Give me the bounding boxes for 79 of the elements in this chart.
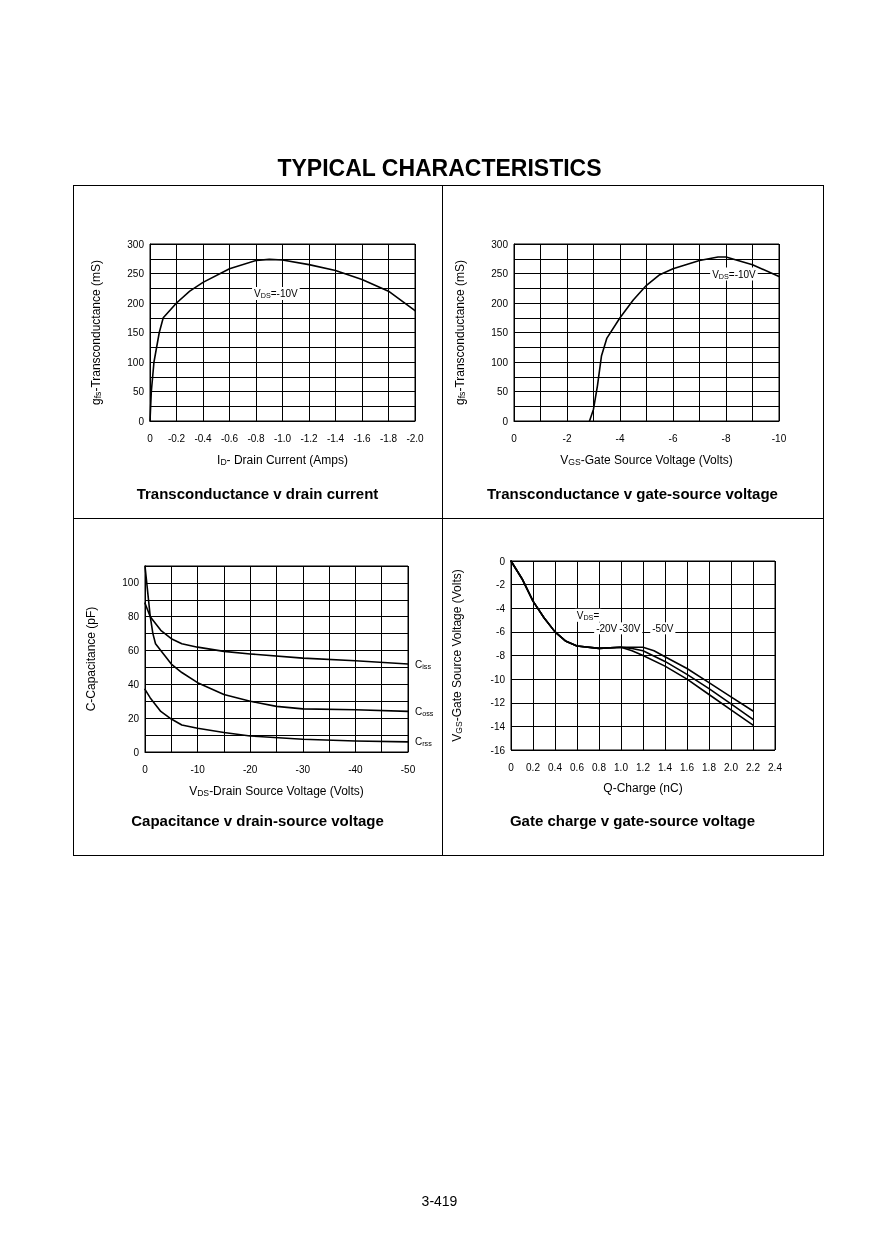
x-tick-label: 2.0 xyxy=(724,761,739,773)
x-tick-label: 0.4 xyxy=(548,761,563,773)
y-tick-label: -2 xyxy=(496,579,506,591)
text: Transconductance v drain current xyxy=(136,485,379,502)
x-tick-label: 1.8 xyxy=(702,761,717,773)
text: TYPICAL CHARACTERISTICS xyxy=(276,155,603,182)
y-tick-label: 0 xyxy=(499,555,506,567)
y-tick-label: 50 xyxy=(132,386,145,397)
y-tick-label: 200 xyxy=(127,297,145,309)
y-tick-label: 250 xyxy=(491,268,509,279)
x-tick-label: -1.6 xyxy=(353,432,372,444)
x-tick-label: 0 xyxy=(511,432,518,444)
y-tick-label: 80 xyxy=(127,611,140,623)
y-axis-title: gfs-Transconductance (mS) xyxy=(452,260,467,405)
x-tick-label: 1.0 xyxy=(614,761,629,773)
x-tick-label: -1.2 xyxy=(300,432,319,444)
x-tick-label: -30 xyxy=(295,763,311,775)
y-tick-label: 100 xyxy=(491,356,509,368)
y-tick-label: 0 xyxy=(133,746,140,758)
y-tick-label: 40 xyxy=(127,678,140,690)
x-tick-label: -0.6 xyxy=(220,432,239,444)
y-tick-label: 150 xyxy=(127,327,145,338)
annotation: -20V xyxy=(596,622,618,634)
x-tick-label: -10 xyxy=(771,432,787,444)
y-tick-label: -14 xyxy=(490,720,506,732)
x-tick-label: -1.8 xyxy=(379,432,398,444)
x-axis-title: Q-Charge (nC) xyxy=(603,781,683,795)
x-tick-label: -1.0 xyxy=(273,432,292,444)
x-axis-title: VGS-Gate Source Voltage (Volts) xyxy=(560,452,733,467)
y-tick-label: 150 xyxy=(491,327,509,338)
x-tick-label: -10 xyxy=(190,763,206,775)
x-tick-label: -40 xyxy=(348,763,364,775)
x-axis-title: VDS-Drain Source Voltage (Volts) xyxy=(189,783,364,798)
y-tick-label: 250 xyxy=(127,268,145,279)
x-tick-label: 0 xyxy=(147,432,154,444)
x-axis-title: ID- Drain Current (Amps) xyxy=(217,452,348,467)
x-tick-label: -0.2 xyxy=(167,432,186,444)
x-tick-label: -1.4 xyxy=(326,432,345,444)
y-tick-label: 300 xyxy=(127,238,145,250)
y-tick-label: 0 xyxy=(502,415,509,427)
y-tick-label: -12 xyxy=(490,697,506,709)
x-tick-label: -6 xyxy=(668,432,678,444)
y-tick-label: 0 xyxy=(138,415,145,427)
x-tick-label: -0.8 xyxy=(247,432,266,444)
y-tick-label: -8 xyxy=(496,650,506,661)
x-tick-label: -20 xyxy=(242,763,258,775)
y-axis-title: C-Capacitance (pF) xyxy=(84,606,98,712)
y-tick-label: 60 xyxy=(127,645,140,657)
x-tick-label: -2.0 xyxy=(406,432,425,444)
x-tick-label: 2.4 xyxy=(768,761,783,773)
x-tick-label: 0.8 xyxy=(592,761,607,773)
y-tick-label: 300 xyxy=(491,238,509,250)
annotation: -30V xyxy=(619,622,641,634)
y-tick-label: -6 xyxy=(496,626,506,638)
x-tick-label: -50 xyxy=(400,763,416,775)
x-tick-label: -8 xyxy=(721,432,731,444)
x-tick-label: 2.2 xyxy=(746,761,761,773)
x-tick-label: -0.4 xyxy=(194,432,213,444)
text: Capacitance v drain-source voltage xyxy=(131,812,384,829)
x-tick-label: 1.6 xyxy=(680,761,695,773)
x-tick-label: -4 xyxy=(615,432,625,444)
y-tick-label: 20 xyxy=(127,712,140,724)
x-tick-label: -2 xyxy=(562,432,572,444)
y-tick-label: 200 xyxy=(491,297,509,309)
text: 3-419 xyxy=(420,1193,459,1209)
y-tick-label: -4 xyxy=(496,602,506,614)
x-tick-label: 0.2 xyxy=(526,761,541,773)
text: Gate charge v gate-source voltage xyxy=(509,812,756,829)
text: Transconductance v gate-source voltage xyxy=(487,485,778,502)
y-tick-label: 50 xyxy=(496,386,509,397)
y-tick-label: 100 xyxy=(122,577,140,589)
y-tick-label: -16 xyxy=(490,744,506,756)
x-tick-label: 0.6 xyxy=(570,761,585,773)
x-tick-label: 1.4 xyxy=(658,761,673,773)
annotation: -50V xyxy=(652,622,674,634)
x-tick-label: 1.2 xyxy=(636,761,651,773)
y-tick-label: -10 xyxy=(490,673,506,685)
y-axis-title: gfs-Transconductance (mS) xyxy=(88,260,103,405)
y-tick-label: 100 xyxy=(127,356,145,368)
